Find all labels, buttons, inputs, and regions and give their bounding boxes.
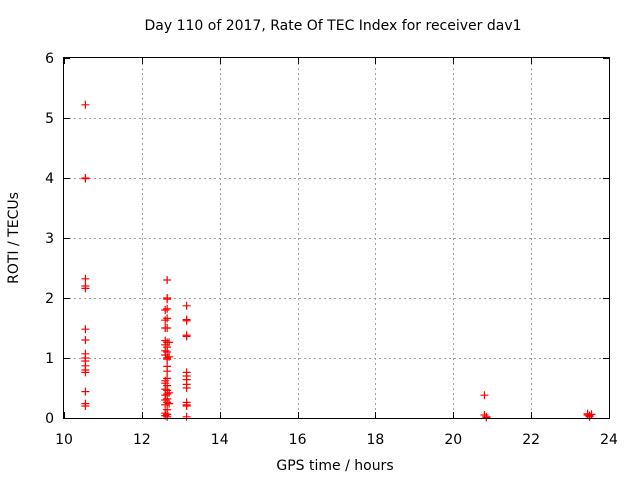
data-point: [182, 316, 191, 325]
data-point: [165, 399, 174, 408]
data-point: [163, 367, 172, 376]
data-point: [480, 391, 489, 400]
data-point: [165, 338, 174, 347]
data-point: [182, 384, 191, 392]
x-tick-labels: 10 12 14 16 18 20 22 24: [55, 432, 618, 448]
data-point: [81, 174, 90, 183]
data-point: [81, 402, 90, 410]
y-tick-label: 1: [45, 351, 54, 367]
data-point: [163, 314, 172, 323]
data-point: [81, 387, 90, 396]
y-tick-label: 4: [45, 171, 54, 187]
data-point: [182, 332, 191, 341]
data-point: [81, 284, 90, 293]
data-point: [585, 412, 594, 421]
data-point: [81, 325, 90, 334]
data-points: [81, 100, 596, 422]
data-point: [81, 336, 90, 344]
x-tick-label: 20: [444, 432, 462, 448]
y-axis-title: ROTI / TECUs: [6, 192, 22, 284]
x-tick-label: 24: [600, 432, 618, 448]
data-point: [161, 316, 170, 325]
data-point: [163, 304, 172, 313]
data-point: [81, 274, 90, 283]
data-point: [163, 276, 172, 284]
x-tick-label: 14: [211, 432, 229, 448]
data-point: [81, 368, 90, 377]
x-tick-label: 12: [133, 432, 151, 448]
data-point: [182, 301, 191, 310]
data-point: [163, 295, 172, 304]
data-point: [165, 388, 174, 397]
y-tick-labels: 0 1 2 3 4 5 6: [45, 51, 54, 427]
data-point: [161, 306, 170, 314]
y-tick-label: 0: [45, 411, 54, 427]
data-point: [165, 352, 174, 361]
y-tick-label: 3: [45, 231, 54, 247]
data-point: [163, 412, 172, 421]
data-point: [482, 413, 491, 422]
x-axis-title: GPS time / hours: [276, 458, 393, 474]
chart-title: Day 110 of 2017, Rate Of TEC Index for r…: [144, 18, 521, 34]
x-tick-label: 10: [55, 432, 73, 448]
y-tick-label: 6: [45, 51, 54, 67]
data-point: [163, 398, 172, 407]
x-tick-label: 18: [367, 432, 385, 448]
y-tick-label: 5: [45, 111, 54, 127]
data-point: [182, 402, 191, 410]
x-tick-label: 16: [289, 432, 307, 448]
plot-frame: [63, 57, 610, 419]
data-point: [182, 412, 191, 421]
data-point: [163, 324, 172, 332]
x-tick-label: 22: [522, 432, 540, 448]
data-point: [163, 374, 172, 383]
data-point: [81, 100, 90, 109]
grid-lines: [64, 58, 609, 418]
y-tick-label: 2: [45, 291, 54, 307]
